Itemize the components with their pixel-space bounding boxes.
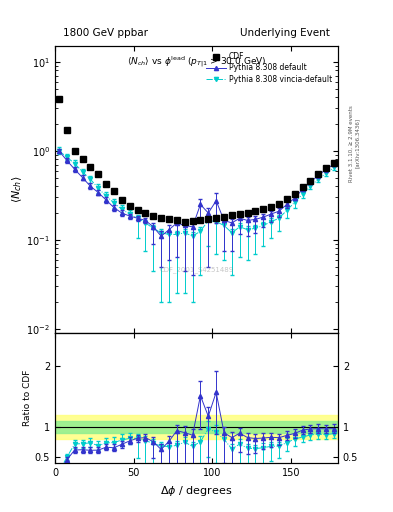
Y-axis label: Ratio to CDF: Ratio to CDF: [23, 370, 32, 426]
Legend: CDF, Pythia 8.308 default, Pythia 8.308 vincia-default: CDF, Pythia 8.308 default, Pythia 8.308 …: [204, 50, 334, 86]
Text: 1800 GeV ppbar: 1800 GeV ppbar: [63, 28, 148, 38]
Text: Underlying Event: Underlying Event: [240, 28, 330, 38]
Text: [arXiv:1306.3436]: [arXiv:1306.3436]: [355, 118, 360, 168]
Bar: [55, 421, 338, 433]
Text: Rivet 3.1.10, ≥ 2.9M events: Rivet 3.1.10, ≥ 2.9M events: [349, 105, 354, 182]
Y-axis label: $\langle N_{ch}\rangle$: $\langle N_{ch}\rangle$: [10, 176, 24, 203]
Bar: [55, 415, 338, 439]
X-axis label: $\Delta\phi$ / degrees: $\Delta\phi$ / degrees: [160, 484, 233, 498]
Text: $\langle N_{ch}\rangle$ vs $\phi^{\rm lead}$ $(p_{T|1}$ > 30.0 GeV): $\langle N_{ch}\rangle$ vs $\phi^{\rm le…: [127, 55, 266, 70]
Text: CDF_2001_S4251489: CDF_2001_S4251489: [160, 266, 233, 273]
